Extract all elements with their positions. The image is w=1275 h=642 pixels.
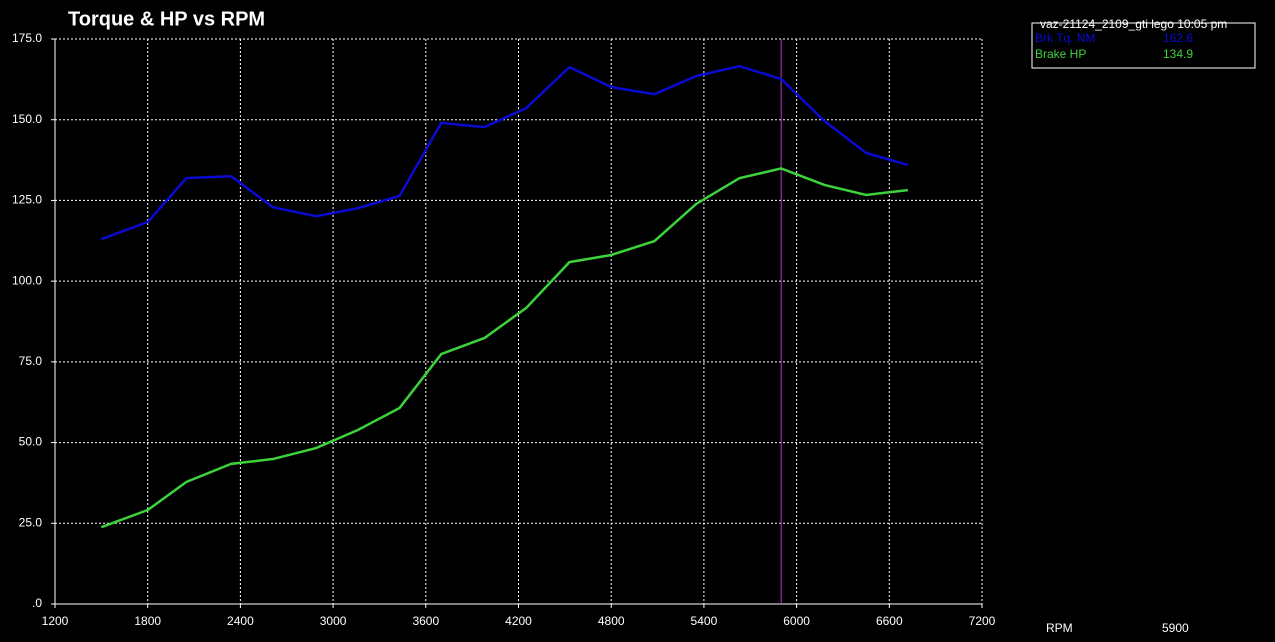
legend-title: vaz-21124_2109_gti lego 10:05 pm <box>1040 17 1227 31</box>
x-tick-label: 1800 <box>134 614 161 628</box>
y-tick-label: 75.0 <box>19 354 43 368</box>
legend-value: 162.6 <box>1163 31 1193 45</box>
x-tick-label: 2400 <box>227 614 254 628</box>
y-tick-label: 150.0 <box>12 112 42 126</box>
x-tick-label: 3000 <box>320 614 347 628</box>
legend-value: 134.9 <box>1163 47 1193 61</box>
y-tick-label: 100.0 <box>12 273 42 287</box>
x-tick-label: 4200 <box>505 614 532 628</box>
x-tick-label: 6600 <box>876 614 903 628</box>
y-tick-label: 125.0 <box>12 193 42 207</box>
x-tick-label: 7200 <box>969 614 996 628</box>
series-line <box>100 167 908 529</box>
x-axis-label: RPM <box>1046 621 1073 635</box>
y-tick-label: 50.0 <box>19 435 43 449</box>
y-tick-label: .0 <box>32 596 42 610</box>
legend-box <box>1031 22 1256 69</box>
cursor-readout: 5900 <box>1162 621 1189 635</box>
chart-title: Torque & HP vs RPM <box>68 8 265 30</box>
x-tick-label: 3600 <box>412 614 439 628</box>
x-tick-label: 1200 <box>42 614 69 628</box>
x-tick-label: 5400 <box>691 614 718 628</box>
legend-label: Brake HP <box>1035 47 1086 61</box>
y-tick-label: 175.0 <box>12 31 42 45</box>
x-tick-label: 6000 <box>783 614 810 628</box>
series-line <box>100 64 909 241</box>
legend-label: Brk Tq. NM <box>1035 31 1095 45</box>
y-tick-label: 25.0 <box>19 515 43 529</box>
x-tick-label: 4800 <box>598 614 625 628</box>
